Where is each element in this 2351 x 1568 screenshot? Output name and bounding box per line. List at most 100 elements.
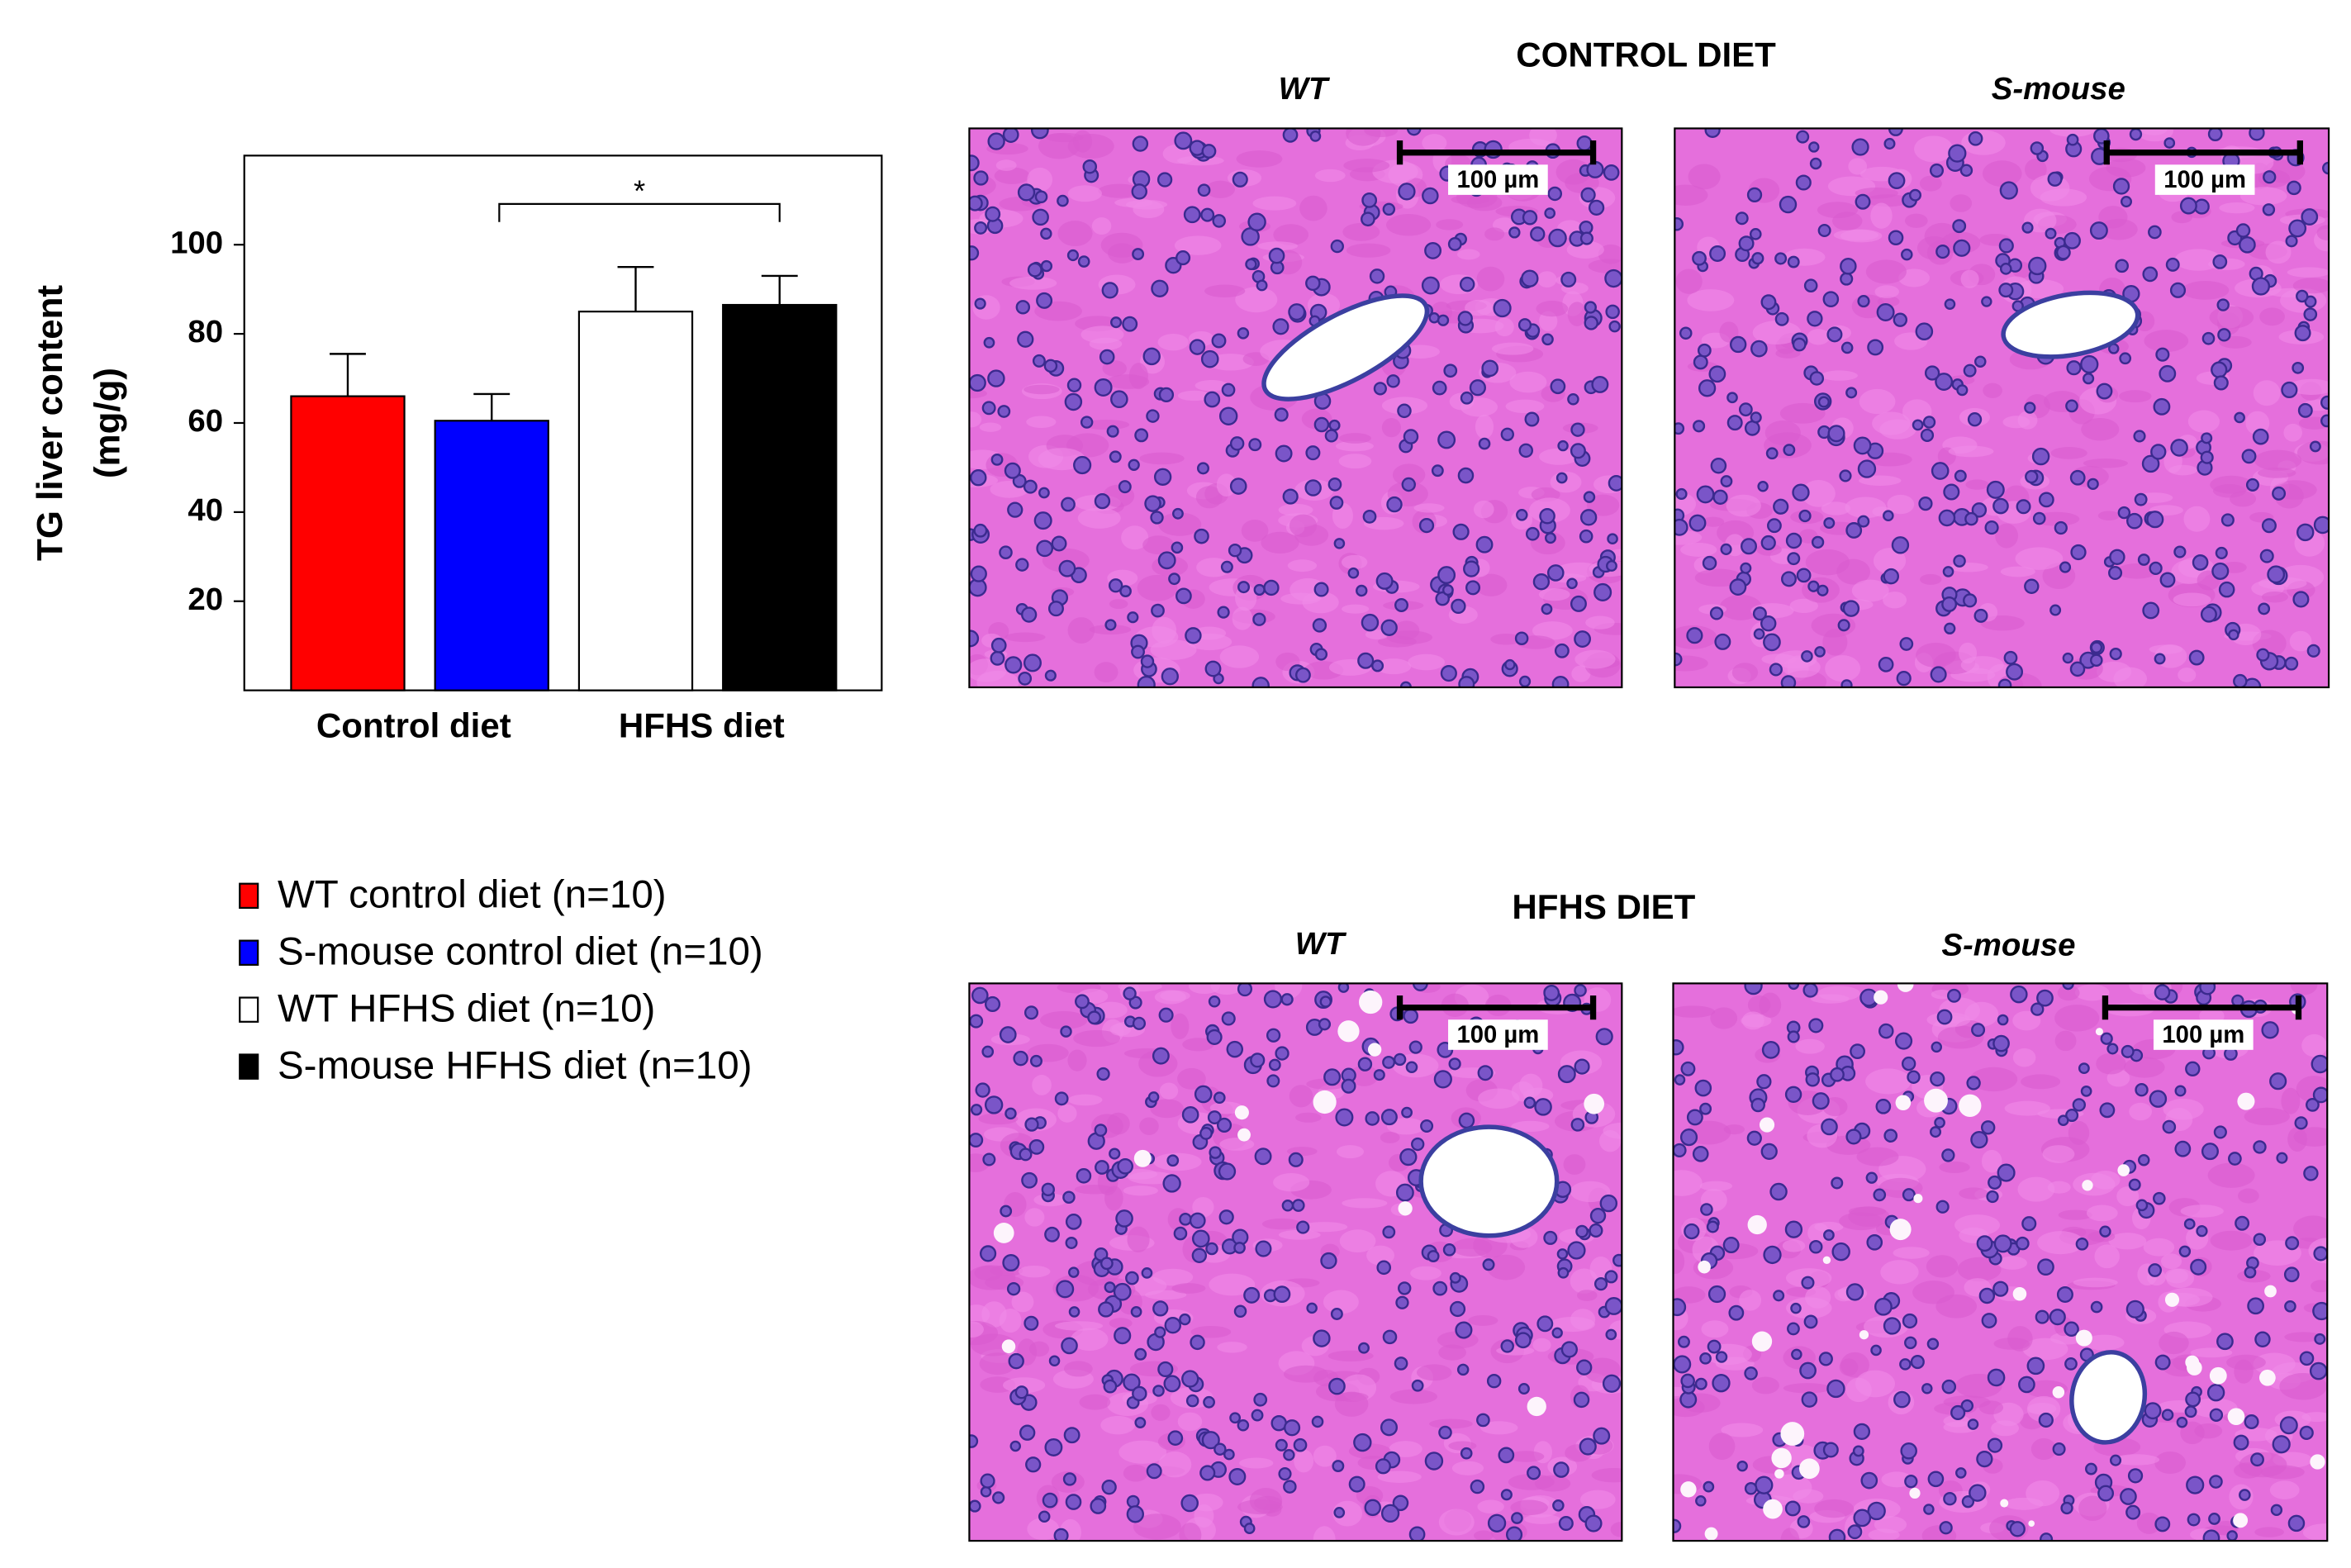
nucleus xyxy=(1950,1404,1966,1421)
nucleus xyxy=(2206,1383,2225,1402)
nucleus xyxy=(1147,1091,1160,1103)
nucleus xyxy=(2285,1236,2300,1251)
nucleus xyxy=(1162,1174,1181,1193)
nucleus xyxy=(1313,416,1330,433)
cytoplasm-texture xyxy=(2149,644,2183,654)
cytoplasm-texture xyxy=(1926,1255,1959,1278)
nucleus xyxy=(1984,520,1999,535)
y-tick-label: 60 xyxy=(188,403,223,439)
nucleus xyxy=(1567,393,1579,406)
nucleus xyxy=(1288,303,1306,321)
cytoplasm-texture xyxy=(1821,370,1858,381)
scale-label: 100 µm xyxy=(1456,1022,1539,1048)
nucleus xyxy=(1200,207,1215,222)
nucleus xyxy=(1673,1039,1684,1056)
nucleus xyxy=(2207,128,2223,142)
nucleus xyxy=(1941,1379,1957,1395)
nucleus xyxy=(1268,247,1285,264)
cytoplasm-texture xyxy=(2124,1057,2165,1078)
cytoplasm-texture xyxy=(2022,1338,2068,1361)
nucleus xyxy=(1347,567,1360,579)
nucleus xyxy=(1014,1385,1028,1399)
nucleus xyxy=(1997,1163,2016,1182)
nucleus xyxy=(1382,202,1396,216)
nucleus xyxy=(1744,983,1763,995)
vacuole xyxy=(2237,1092,2255,1110)
nucleus xyxy=(2006,663,2024,681)
nucleus xyxy=(2239,1489,2251,1501)
vacuole xyxy=(1913,1194,1923,1204)
nucleus xyxy=(2311,1054,2328,1074)
nucleus xyxy=(1522,210,1538,226)
nucleus xyxy=(1817,223,1831,237)
nucleus xyxy=(1761,1040,1780,1059)
cytoplasm-texture xyxy=(1465,299,1494,316)
nucleus xyxy=(1243,1286,1261,1304)
cytoplasm-texture xyxy=(1158,512,1202,536)
nucleus xyxy=(1066,249,1079,262)
nucleus xyxy=(983,336,995,349)
cytoplasm-texture xyxy=(1196,558,1232,577)
nucleus xyxy=(1218,406,1238,425)
cytoplasm-texture xyxy=(2194,1423,2223,1439)
nucleus xyxy=(1168,573,1180,586)
nucleus xyxy=(2064,231,2081,249)
cytoplasm-texture xyxy=(1339,433,1371,444)
nucleus xyxy=(2201,1143,2219,1161)
nucleus xyxy=(1557,1266,1570,1279)
nucleus xyxy=(1532,573,1551,591)
vacuole xyxy=(1924,1088,1948,1113)
nucleus xyxy=(2296,523,2315,542)
cytoplasm-texture xyxy=(1532,621,1573,640)
cytoplasm-texture xyxy=(2279,1372,2327,1400)
nucleus xyxy=(1392,1494,1409,1512)
nucleus xyxy=(1523,1096,1536,1109)
nucleus xyxy=(984,1095,1004,1114)
nucleus xyxy=(1726,392,1738,404)
cytoplasm-texture xyxy=(2293,1215,2328,1243)
nucleus xyxy=(2154,984,2171,1000)
nucleus xyxy=(1304,479,1322,497)
vacuole xyxy=(2185,1355,2200,1370)
nucleus xyxy=(1763,633,1781,652)
nucleus xyxy=(1137,675,1156,687)
nucleus xyxy=(1005,656,1023,674)
nucleus xyxy=(1456,1363,1470,1376)
nucleus xyxy=(1575,1224,1589,1238)
nucleus xyxy=(1993,1234,2012,1253)
vacuole xyxy=(2052,1385,2065,1399)
nucleus xyxy=(2208,1513,2220,1525)
cytoplasm-texture xyxy=(1731,663,1759,682)
micrograph xyxy=(969,128,1622,687)
nucleus xyxy=(1106,425,1119,438)
nucleus xyxy=(1021,606,1038,623)
vacuole xyxy=(2264,1285,2277,1298)
nucleus xyxy=(1603,164,1620,181)
nucleus xyxy=(1808,141,1820,153)
nucleus xyxy=(1927,1471,1945,1488)
nucleus xyxy=(1527,1466,1541,1480)
nucleus xyxy=(2183,1218,2196,1230)
nucleus xyxy=(1263,579,1280,596)
nucleus xyxy=(1498,1447,1515,1464)
nucleus xyxy=(1333,1507,1346,1518)
nucleus xyxy=(1382,1225,1396,1239)
cytoplasm-texture xyxy=(1077,507,1121,529)
nucleus xyxy=(1460,391,1474,405)
nucleus xyxy=(1191,1229,1210,1248)
nucleus xyxy=(1850,1043,1865,1060)
nucleus xyxy=(2090,641,2103,654)
nucleus xyxy=(1449,1300,1466,1318)
nucleus xyxy=(1579,231,1593,245)
nucleus xyxy=(987,369,1005,387)
nucleus xyxy=(1375,1458,1391,1475)
nucleus xyxy=(1185,627,1202,644)
nucleus xyxy=(1157,1361,1174,1378)
nucleus xyxy=(2112,178,2130,195)
nucleus xyxy=(1465,580,1481,596)
nucleus xyxy=(1852,1445,1864,1457)
nucleus xyxy=(2150,444,2167,460)
cytoplasm-texture xyxy=(1674,655,1708,672)
vacuole xyxy=(1359,990,1383,1014)
nucleus xyxy=(2009,1521,2026,1537)
